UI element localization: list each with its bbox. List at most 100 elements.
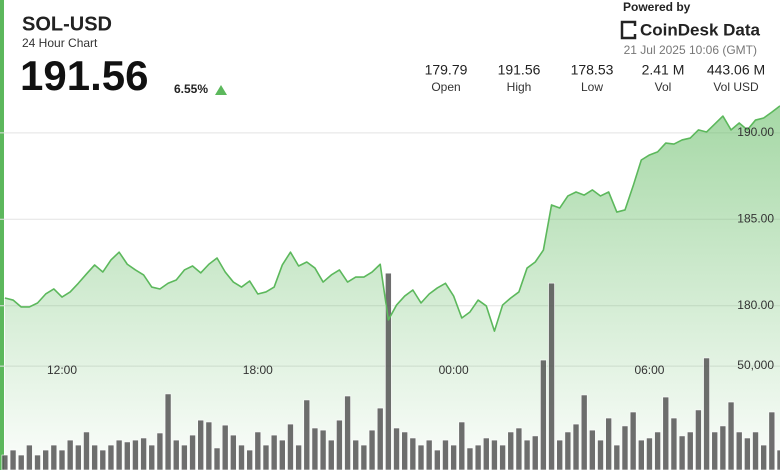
volume-bar (425, 439, 433, 470)
volume-bar (132, 439, 139, 470)
volume-bar (670, 417, 678, 470)
subtitle: 24 Hour Chart (22, 36, 98, 50)
volume-bar (597, 439, 604, 470)
volume-bar (646, 437, 653, 470)
brand-icon-cut (629, 26, 637, 34)
volume-bar (556, 439, 564, 470)
volume-bar (637, 439, 645, 470)
volume-bar (507, 431, 515, 470)
volume-bar (66, 439, 74, 470)
volume-bar (344, 395, 351, 470)
volume-bar (466, 447, 474, 470)
volume-bar (711, 431, 719, 470)
volume-bar (760, 444, 767, 470)
volume-bar (548, 282, 555, 470)
volume-bar (409, 437, 417, 470)
volume-bar (336, 419, 343, 470)
accent-bar (0, 0, 4, 470)
volume-bar (458, 421, 466, 470)
volume-bar (368, 429, 376, 470)
y-tick-label: 190.00 (737, 125, 774, 139)
volume-bar (360, 444, 368, 470)
volume-bar (270, 434, 278, 470)
volume-bar (1, 454, 9, 470)
stat-value: 179.79 (425, 62, 468, 78)
volume-bar (621, 425, 629, 470)
powered-by: Powered by (623, 0, 691, 14)
volume-bar (744, 437, 751, 470)
volume-bar (115, 439, 123, 470)
change: 6.55% (174, 82, 208, 96)
volume-bar (678, 435, 686, 470)
volume-bar (686, 431, 694, 470)
timestamp: 21 Jul 2025 10:06 (GMT) (624, 43, 757, 57)
x-tick-label: 06:00 (634, 363, 664, 377)
volume-bar (401, 431, 408, 470)
stat-label: Vol (655, 80, 672, 94)
volume-bar (352, 439, 360, 470)
title: SOL-USD (22, 13, 112, 35)
volume-bar (295, 444, 302, 470)
volume-bar (580, 394, 588, 470)
volume-bar (148, 444, 156, 470)
volume-bar (319, 429, 327, 470)
volume-bar (564, 431, 572, 470)
volume-bar (613, 444, 621, 470)
volume-bar (9, 449, 17, 470)
volume-bar (83, 431, 90, 470)
stat-value: 443.06 M (707, 62, 765, 78)
volume-bar (434, 449, 441, 470)
stat-label: Low (581, 80, 603, 94)
price: 191.56 (20, 52, 148, 99)
volume-bar (221, 424, 229, 470)
volume-bar (776, 449, 780, 470)
y-tick-label: 185.00 (737, 211, 774, 225)
volume-bar (123, 441, 131, 470)
volume-bar (172, 439, 180, 470)
volume-bar (515, 427, 523, 470)
volume-bar (589, 429, 596, 470)
volume-bar (58, 449, 66, 470)
volume-bar (107, 444, 115, 470)
volume-bar (540, 359, 547, 470)
price-line (4, 105, 780, 332)
y-tick-label: 50,000 (737, 358, 774, 372)
volume-bar (735, 431, 743, 470)
volume-bar (376, 407, 384, 470)
volume-bar (164, 393, 172, 470)
volume-bar (42, 449, 49, 470)
stat-value: 191.56 (498, 62, 541, 78)
volume-bar (499, 444, 506, 470)
volume-bar (482, 437, 490, 470)
volume-bar (205, 421, 213, 470)
volume-bar (140, 437, 147, 470)
volume-bar (156, 432, 164, 470)
volume-bar (662, 396, 670, 470)
stat-value: 178.53 (571, 62, 614, 78)
volume-bar (238, 444, 245, 470)
volume-bar (287, 423, 294, 470)
x-tick-label: 00:00 (439, 363, 469, 377)
volume-bar (26, 444, 33, 470)
volume-bar (695, 409, 702, 470)
volume-layer (1, 272, 780, 470)
stat-label: Open (431, 80, 460, 94)
volume-bar (450, 444, 457, 470)
volume-bar (327, 439, 335, 470)
volume-bar (181, 444, 188, 470)
y-tick-label: 180.00 (737, 298, 774, 312)
line-layer (4, 105, 780, 332)
volume-bar (752, 431, 759, 470)
stat-value: 2.41 M (642, 62, 685, 78)
volume-bar (442, 439, 449, 470)
volume-bar (189, 434, 196, 470)
volume-bar (262, 444, 270, 470)
volume-bar (17, 454, 25, 470)
volume-bar (572, 423, 580, 470)
stat-label: High (507, 80, 532, 94)
volume-bar (213, 447, 221, 470)
volume-bar (474, 444, 482, 470)
volume-bar (605, 417, 612, 470)
up-arrow (215, 85, 227, 95)
